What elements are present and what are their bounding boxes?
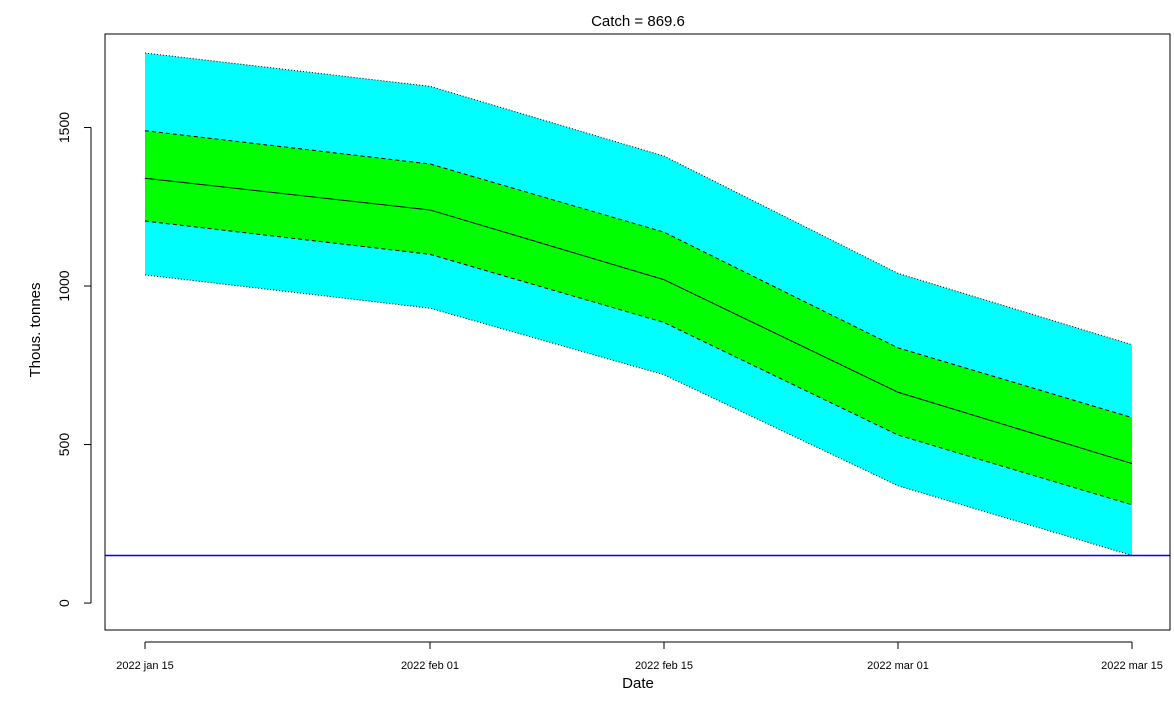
band-0-lower-line <box>144 274 1133 556</box>
y-axis-label: Thous. tonnes <box>27 282 44 377</box>
x-tick-label: 2022 mar 15 <box>1101 660 1163 672</box>
axes: 0 500 1000 1500 2022 jan 15 2022 feb 01 2022 f… <box>56 112 1163 672</box>
band-1-lower-line <box>144 220 1133 506</box>
series-line-0 <box>144 177 1133 465</box>
band-1-fill <box>145 130 1132 505</box>
x-tick-label: 2022 mar 01 <box>867 660 929 672</box>
band-1-upper-line <box>144 130 1133 419</box>
band-0-upper-line <box>144 52 1133 346</box>
plot-frame <box>104 33 1171 631</box>
y-tick-label: 500 <box>56 433 72 457</box>
series-lines <box>144 177 1133 465</box>
y-tick-label: 1500 <box>56 112 72 143</box>
x-tick-label: 2022 jan 15 <box>116 660 174 672</box>
confidence-bands <box>144 52 1133 556</box>
y-tick-label: 1000 <box>56 270 72 301</box>
y-tick-label: 0 <box>56 599 72 607</box>
chart-title: Catch = 869.6 <box>591 13 685 30</box>
x-tick-label: 2022 feb 01 <box>401 660 459 672</box>
x-tick-label: 2022 feb 15 <box>635 660 693 672</box>
x-axis-label: Date <box>622 675 654 692</box>
